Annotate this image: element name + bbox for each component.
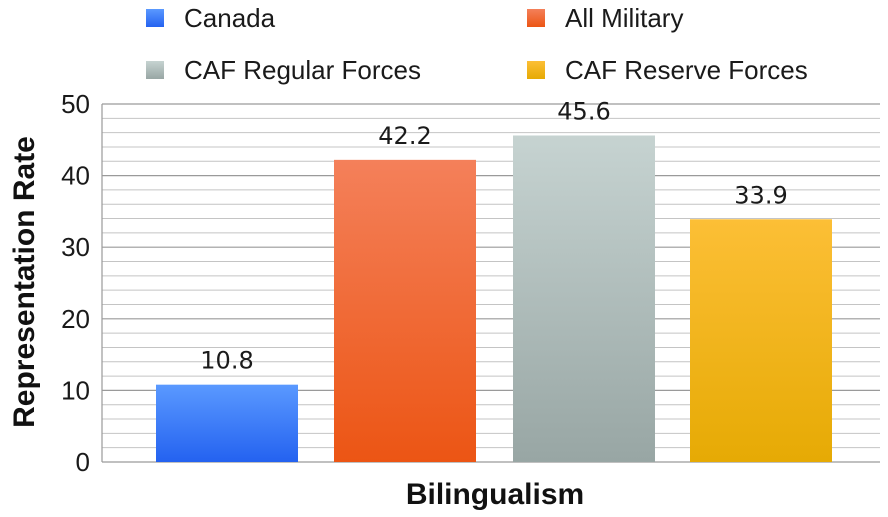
legend-label: CAF Reserve Forces (565, 55, 808, 85)
y-tick-label: 30 (61, 232, 90, 262)
y-axis: 0 10 20 30 40 50 (61, 89, 103, 477)
data-label: 45.6 (557, 98, 610, 126)
bars (156, 135, 832, 462)
legend: Canada All Military CAF Regular Forces CAF … (146, 3, 808, 85)
x-axis-title: Bilingualism (406, 478, 584, 511)
legend-swatch (527, 61, 545, 79)
legend-label: All Military (565, 3, 683, 33)
bar-canada (156, 384, 298, 462)
legend-swatch (146, 61, 164, 79)
y-tick-label: 50 (61, 89, 90, 119)
bar-caf-regular-forces (513, 135, 655, 462)
y-axis-title: Representation Rate (8, 136, 41, 428)
y-tick-label: 10 (61, 375, 90, 405)
data-label: 42.2 (378, 122, 431, 150)
legend-swatch (146, 9, 164, 27)
data-labels: 10.8 42.2 45.6 33.9 (200, 98, 787, 375)
bar-caf-reserve-forces (690, 219, 832, 462)
legend-swatch (527, 9, 545, 27)
data-label: 10.8 (200, 347, 253, 375)
data-label: 33.9 (734, 181, 787, 209)
bar-all-military (334, 159, 476, 462)
y-tick-label: 20 (61, 304, 90, 334)
y-tick-label: 40 (61, 161, 90, 191)
legend-label: CAF Regular Forces (184, 55, 421, 85)
y-tick-label: 0 (76, 447, 90, 477)
legend-label: Canada (184, 3, 276, 33)
